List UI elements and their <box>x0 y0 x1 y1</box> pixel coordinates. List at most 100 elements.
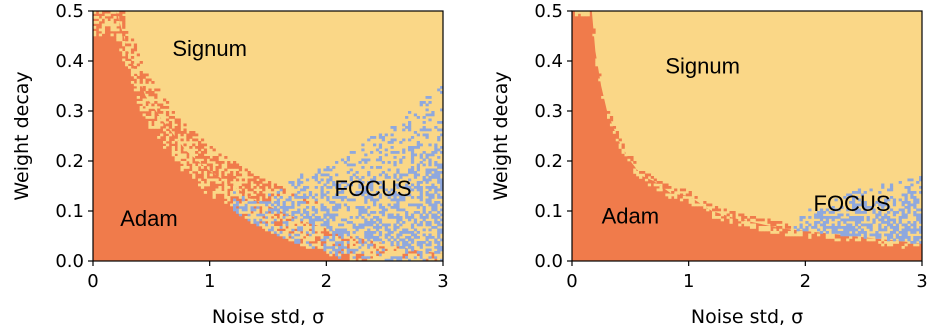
heatmap-cell <box>390 258 394 261</box>
heatmap-cell <box>428 178 432 182</box>
heatmap-cell <box>227 181 231 184</box>
region-label-signum: Signum <box>172 36 247 61</box>
heatmap-cell <box>270 221 275 224</box>
heatmap-cell <box>819 223 824 227</box>
heatmap-cell <box>154 93 158 97</box>
heatmap-cell <box>703 206 707 209</box>
heatmap-cell <box>165 113 170 117</box>
heatmap-cell <box>259 181 263 184</box>
heatmap-cell <box>907 191 911 194</box>
heatmap-cell <box>215 168 219 172</box>
heatmap-cell <box>233 201 237 204</box>
heatmap-cell <box>639 173 643 177</box>
heatmap-cell <box>375 158 380 162</box>
heatmap-cell <box>358 251 362 254</box>
heatmap-cell <box>273 186 278 189</box>
heatmap-cell <box>402 241 406 244</box>
heatmap-cell <box>107 21 111 24</box>
heatmap-cell <box>265 183 269 187</box>
heatmap-cell <box>282 211 286 214</box>
heatmap-cell <box>396 236 400 239</box>
heatmap-cell <box>399 258 403 261</box>
heatmap-cell <box>416 258 420 261</box>
heatmap-cell <box>814 221 818 224</box>
heatmap-cell <box>233 193 237 197</box>
heatmap-cell <box>209 178 213 182</box>
heatmap-cell <box>259 178 263 182</box>
heatmap-cell <box>142 103 146 107</box>
heatmap-cell <box>93 31 97 34</box>
heatmap-cell <box>384 258 388 261</box>
heatmap-cell <box>262 221 266 224</box>
heatmap-cell <box>326 251 330 254</box>
heatmap-cell <box>241 206 245 209</box>
heatmap-cell <box>233 163 237 167</box>
heatmap-cell <box>93 26 97 29</box>
heatmap-cell <box>323 223 327 227</box>
heatmap-cell <box>428 241 432 244</box>
heatmap-cell <box>440 133 443 137</box>
heatmap-cell <box>916 236 920 239</box>
heatmap-cell <box>367 233 371 237</box>
heatmap-cell <box>244 216 248 219</box>
heatmap-cell <box>203 173 208 177</box>
heatmap-cell <box>747 221 751 224</box>
heatmap-cell <box>387 141 391 144</box>
heatmap-cell <box>872 203 876 207</box>
heatmap-cell <box>285 208 289 212</box>
heatmap-cell <box>913 223 917 227</box>
heatmap-cell <box>358 213 362 217</box>
heatmap-cell <box>799 233 803 237</box>
heatmap-cell <box>440 208 443 212</box>
heatmap-cell <box>335 161 339 164</box>
heatmap-cell <box>346 163 350 167</box>
heatmap-cell <box>387 196 391 199</box>
heatmap-cell <box>212 191 216 194</box>
heatmap-cell <box>396 206 400 209</box>
heatmap-cell <box>361 223 365 227</box>
heatmap-cell <box>393 163 397 167</box>
heatmap-cell <box>431 153 435 157</box>
heatmap-cell <box>419 241 423 244</box>
heatmap-cell <box>413 113 418 117</box>
heatmap-cell <box>413 176 418 179</box>
heatmap-cell <box>390 188 394 192</box>
heatmap-cell <box>104 18 108 22</box>
heatmap-cell <box>291 183 295 187</box>
heatmap-cell <box>393 256 397 259</box>
heatmap-cell <box>174 138 178 142</box>
heatmap-cell <box>370 223 374 227</box>
heatmap-cell <box>668 193 672 197</box>
heatmap-cell <box>364 186 368 189</box>
heatmap-cell <box>773 231 777 234</box>
heatmap-cell <box>160 118 164 122</box>
heatmap-cell <box>384 253 388 257</box>
heatmap-cell <box>244 211 248 214</box>
heatmap-cell <box>913 241 917 244</box>
heatmap-cell <box>828 216 832 219</box>
heatmap-cell <box>311 238 315 242</box>
heatmap-cell <box>349 241 353 244</box>
heatmap-cell <box>373 178 377 182</box>
heatmap-cell <box>405 231 409 234</box>
heatmap-cell <box>854 223 859 227</box>
heatmap-cell <box>253 216 257 219</box>
heatmap-cell <box>340 231 345 234</box>
heatmap-cell <box>314 186 318 189</box>
heatmap-cell <box>276 211 280 214</box>
heatmap-cell <box>913 221 917 224</box>
heatmap-cell <box>419 221 423 224</box>
heatmap-cell <box>408 216 412 219</box>
heatmap-cell <box>668 196 672 199</box>
heatmap-cell <box>405 186 409 189</box>
heatmap-cell <box>434 256 438 259</box>
heatmap-cell <box>852 208 856 212</box>
heatmap-cell <box>440 121 443 124</box>
heatmap-cell <box>387 216 391 219</box>
heatmap-cell <box>822 221 827 224</box>
heatmap-cell <box>227 166 231 169</box>
heatmap-cell <box>326 236 330 239</box>
heatmap-cell <box>370 198 374 202</box>
heatmap-cell <box>174 118 178 122</box>
heatmap-cell <box>393 128 397 132</box>
